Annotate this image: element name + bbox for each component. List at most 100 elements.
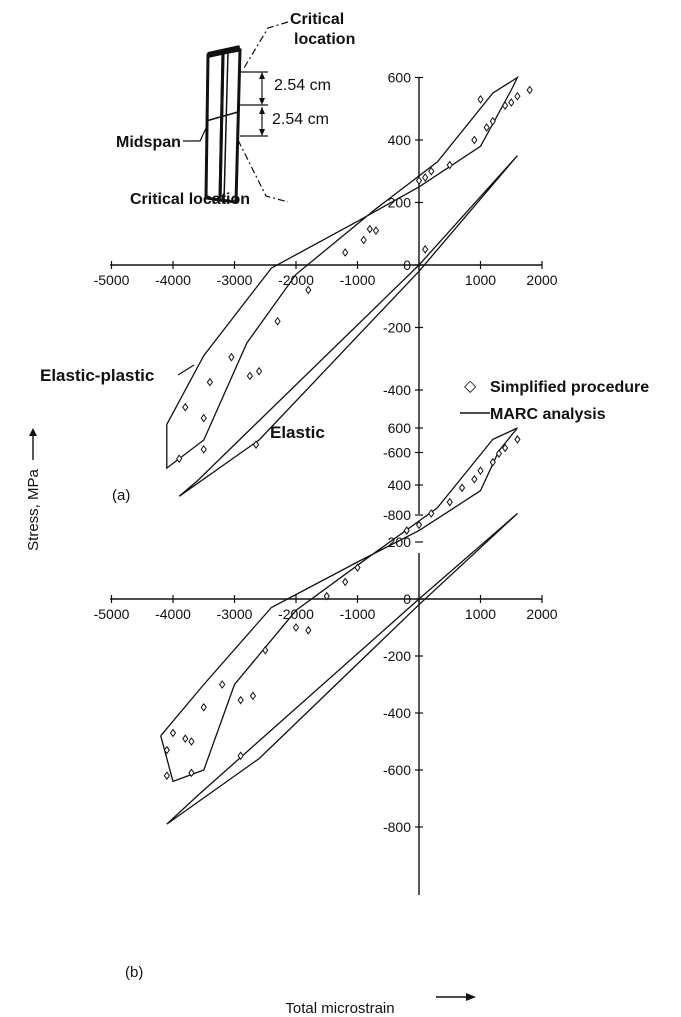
panel-a-series [166,75,533,497]
y-tick-label: 400 [388,132,412,148]
simplified-procedure-point [255,366,263,376]
simplified-procedure-point [262,645,269,655]
simplified-procedure-point [323,591,330,601]
simplified-procedure-point [237,751,244,761]
simplified-procedure-point [188,737,195,746]
elastic-annotation: Elastic [270,423,325,442]
simplified-procedure-point [169,728,177,738]
y-axis-title-arrowhead [29,428,37,436]
panel-b-label: (b) [125,964,143,981]
y-tick-label: -600 [383,762,411,778]
legend-marc-label: MARC analysis [490,406,606,423]
simplified-procedure-point [360,235,367,245]
critical-top-leader [243,21,289,69]
dimension-upper-label: 2.54 cm [274,77,331,94]
simplified-procedure-point [182,402,189,412]
panel-b: -5000 -4000 -3000 -2000 -1000 1000 2000-800-60… [94,420,558,981]
simplified-procedure-point [228,352,235,362]
simplified-procedure-point [483,123,490,132]
beam-top-edge [207,45,241,58]
panel-a: -5000 -4000 -3000 -2000 -1000 1000 2000-800-60… [94,70,558,524]
simplified-procedure-point [458,483,466,493]
y-tick-label: 0 [403,257,411,273]
specimen-inset: Critical location 2.54 cm 2.54 cm Midspa… [116,11,355,208]
critical-location-bottom-label: Critical location [130,191,250,208]
simplified-procedure-point [489,116,496,126]
x-tick-label: -3000 [217,272,253,288]
simplified-procedure-point [471,474,478,484]
simplified-procedure-point [477,466,484,476]
simplified-procedure-point [252,440,260,450]
simplified-procedure-point [163,771,170,781]
simplified-procedure-point [446,497,453,507]
panel-b-ticks: -5000 -4000 -3000 -2000 -1000 1000 2000-800-60… [94,420,558,835]
simplified-procedure-point [514,91,521,101]
panel-a-label: (a) [112,487,130,504]
elastic-plastic-annotation: Elastic-plastic [40,366,154,385]
y-tick-label: -800 [383,507,411,523]
marc-analysis-line [166,513,518,825]
marc-analysis-line [160,427,518,783]
simplified-procedure-point [422,245,429,254]
simplified-procedure-point [477,95,484,104]
simplified-procedure-point [206,377,214,387]
dimension-lines [240,71,268,137]
simplified-procedure-point [354,563,361,573]
simplified-procedure-point [372,226,380,235]
x-tick-label: -1000 [340,272,376,288]
simplified-procedure-point [415,176,423,185]
midspan-label: Midspan [116,134,181,151]
simplified-procedure-point [415,520,423,530]
panel-a-ticks: -5000 -4000 -3000 -2000 -1000 1000 2000-800-60… [94,70,558,524]
x-tick-label: -2000 [278,606,314,622]
x-axis-title-arrowhead [466,993,476,1001]
y-tick-label: -800 [383,819,411,835]
x-tick-label: 1000 [465,272,496,288]
panel-b-series [160,427,521,825]
simplified-procedure-point [176,454,183,464]
dim-arrowhead [259,107,265,114]
simplified-procedure-point [446,160,453,170]
dim-arrowhead [259,98,265,105]
simplified-procedure-point [403,526,410,535]
inset-leaders [183,21,289,203]
x-axis-title: Total microstrain [285,1000,394,1017]
x-tick-label: -5000 [94,272,130,288]
simplified-procedure-point [501,101,509,110]
simplified-procedure-point [200,413,207,423]
critical-location-top-line1: Critical [290,11,344,28]
y-axis-title-group: Stress, MPa [25,428,42,551]
panel-b-axes [110,553,542,895]
x-tick-label: 1000 [465,606,496,622]
marc-analysis-line [166,75,519,470]
x-tick-label: -4000 [155,272,191,288]
elastic-plastic-annotation-leader [177,364,195,376]
beam-back-face [218,48,242,204]
simplified-procedure-point [305,625,312,635]
legend: ◇ Simplified procedure MARC analysis [460,378,649,423]
y-axis-title: Stress, MPa [25,468,42,550]
x-tick-label: -1000 [340,606,376,622]
simplified-procedure-point [428,509,435,518]
legend-simplified-label: Simplified procedure [490,379,649,396]
critical-location-top-line2: location [294,31,355,48]
x-tick-label: 2000 [526,606,557,622]
simplified-procedure-point [342,577,349,587]
simplified-procedure-point [305,285,312,295]
x-tick-label: 2000 [526,272,557,288]
simplified-procedure-point [274,316,281,326]
simplified-procedure-point [219,680,226,689]
y-tick-label: 200 [388,195,412,211]
simplified-procedure-point [163,745,170,755]
x-tick-label: -5000 [94,606,130,622]
simplified-procedure-point [200,702,207,712]
simplified-procedure-point [428,166,435,176]
y-tick-label: -200 [383,648,411,664]
simplified-procedure-point [188,768,195,778]
marc-analysis-line [178,155,518,497]
simplified-procedure-point [246,371,253,381]
simplified-procedure-point [526,85,533,95]
critical-bottom-leader [237,139,289,203]
simplified-procedure-point [471,135,478,145]
